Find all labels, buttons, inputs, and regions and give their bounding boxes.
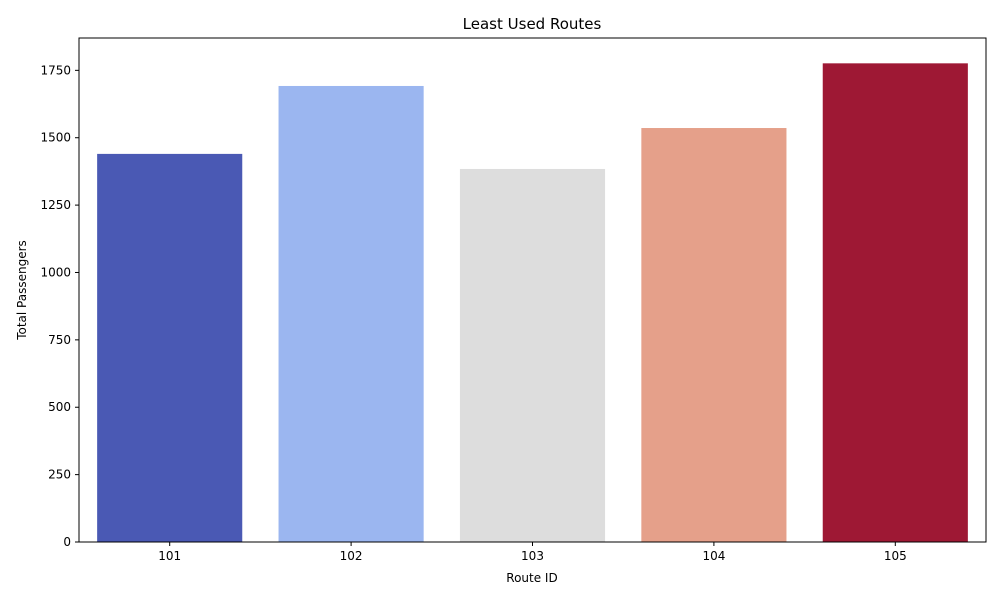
y-tick-label: 1000 — [40, 265, 71, 279]
y-axis-label: Total Passengers — [15, 240, 29, 341]
x-tick-label: 101 — [158, 549, 181, 563]
y-tick-label: 1500 — [40, 131, 71, 145]
y-tick-label: 0 — [63, 535, 71, 549]
y-tick-label: 500 — [48, 400, 71, 414]
x-axis: 101 102 103 104 105 — [158, 542, 907, 563]
y-tick-label: 1250 — [40, 198, 71, 212]
x-tick-label: 105 — [884, 549, 907, 563]
plot-border — [78, 37, 987, 543]
x-tick-label: 104 — [702, 549, 725, 563]
bar-route-102 — [278, 85, 424, 542]
bar-route-104 — [641, 128, 787, 542]
y-axis: 0 250 500 750 1000 1250 1500 1750 — [40, 63, 79, 549]
x-axis-label: Route ID — [506, 571, 557, 585]
x-tick-label: 102 — [340, 549, 363, 563]
bar-route-103 — [459, 168, 606, 543]
y-tick-label: 250 — [48, 468, 71, 482]
x-tick-label: 103 — [521, 549, 544, 563]
bar-route-105 — [822, 63, 968, 543]
chart-title: Least Used Routes — [463, 15, 602, 33]
y-tick-label: 1750 — [40, 63, 71, 77]
y-tick-label: 750 — [48, 333, 71, 347]
bar-route-101 — [97, 153, 243, 542]
bars-group — [97, 63, 968, 543]
